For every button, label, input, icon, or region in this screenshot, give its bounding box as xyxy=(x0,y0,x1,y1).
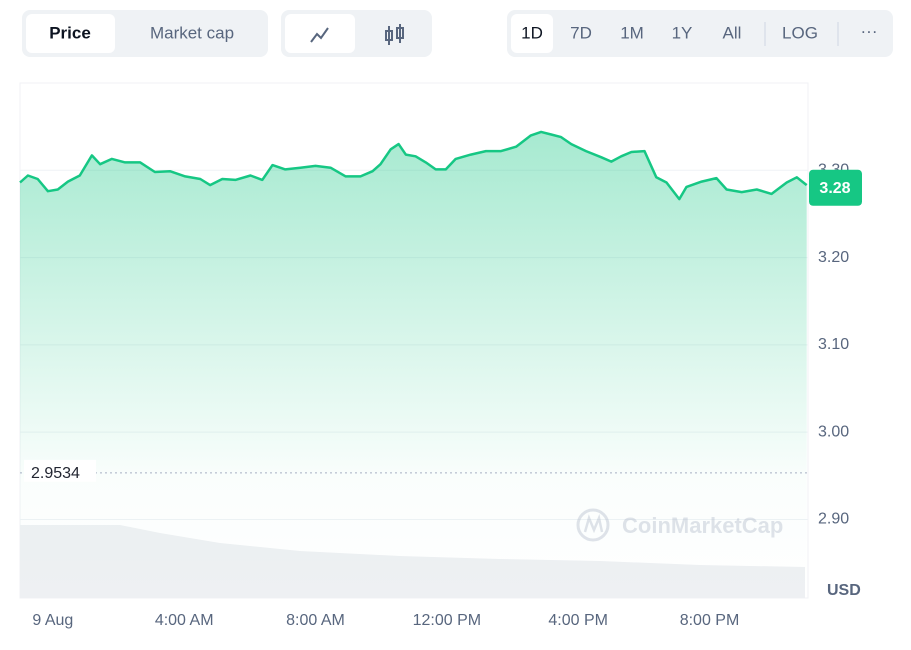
watermark-logo xyxy=(583,513,604,534)
x-tick-label: 4:00 AM xyxy=(155,612,214,629)
y-tick-label: 2.90 xyxy=(818,511,849,528)
range-1m[interactable]: 1M xyxy=(620,23,644,42)
last-price-label: 3.28 xyxy=(819,180,850,197)
line-icon xyxy=(310,27,329,43)
price-button[interactable] xyxy=(26,14,115,53)
watermark: CoinMarketCap xyxy=(576,508,783,542)
watermark-text: CoinMarketCap xyxy=(622,513,783,538)
range-toggle xyxy=(507,10,893,57)
y-tick-label: 3.10 xyxy=(818,336,849,353)
x-tick-label: 12:00 PM xyxy=(413,612,481,629)
range-7d[interactable]: 7D xyxy=(570,23,592,42)
reference-label: 2.9534 xyxy=(31,465,80,482)
x-tick-label: 8:00 PM xyxy=(680,612,740,629)
x-tick-label: 4:00 PM xyxy=(548,612,608,629)
reference-label-bg xyxy=(24,459,96,482)
market-cap-label[interactable]: Market cap xyxy=(150,23,234,42)
candle-icon[interactable] xyxy=(385,24,404,45)
last-price-badge xyxy=(809,169,862,206)
more-button[interactable]: ··· xyxy=(861,21,878,40)
range-1d-button[interactable] xyxy=(511,14,553,53)
price-label[interactable]: Price xyxy=(49,23,91,42)
watermark-logo xyxy=(576,508,610,542)
x-tick-label: 8:00 AM xyxy=(286,612,345,629)
range-1d[interactable]: 1D xyxy=(521,23,543,42)
x-tick-label: 9 Aug xyxy=(32,612,73,629)
price-area xyxy=(20,131,807,598)
range-1y[interactable]: 1Y xyxy=(672,23,693,42)
y-tick-label: 3.00 xyxy=(818,423,849,440)
currency-label: USD xyxy=(827,582,861,599)
line-chart-button[interactable] xyxy=(285,14,355,53)
log-toggle[interactable]: LOG xyxy=(782,23,818,42)
price-line xyxy=(19,130,808,201)
range-all[interactable]: All xyxy=(723,23,742,42)
y-tick-label: 3.20 xyxy=(818,249,849,266)
